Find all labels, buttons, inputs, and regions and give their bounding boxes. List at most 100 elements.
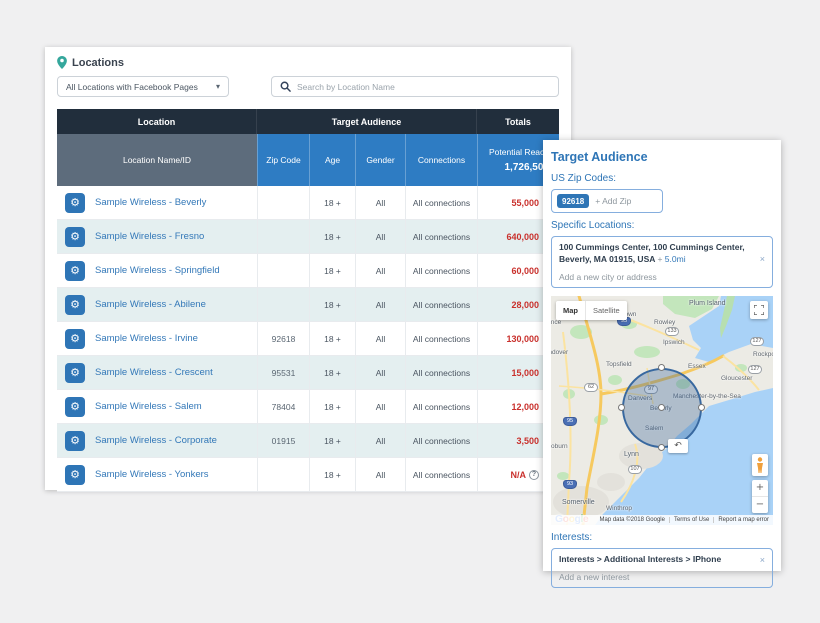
location-name-link[interactable]: Sample Wireless - Yonkers: [95, 469, 209, 480]
gear-icon: ⚙: [70, 400, 80, 413]
search-input[interactable]: [297, 82, 550, 92]
target-audience-panel: Target Audience US Zip Codes: 92618 + Ad…: [543, 140, 781, 571]
specific-locations-input[interactable]: 100 Cummings Center, 100 Cummings Center…: [551, 236, 773, 288]
table-row: ⚙Sample Wireless - Crescent 95531 18 + A…: [57, 356, 559, 390]
rotate-handle-button[interactable]: ↶: [668, 439, 688, 453]
radius-link[interactable]: 5.0mi: [665, 254, 686, 264]
add-interest-placeholder[interactable]: Add a new interest: [559, 572, 765, 582]
add-zip-placeholder[interactable]: + Add Zip: [595, 196, 631, 206]
map-canvas[interactable]: Plum Island Georgetown Rowley Ipswich To…: [551, 296, 773, 525]
group-header-location: Location: [57, 109, 257, 134]
zip-cell: 78404: [257, 390, 309, 423]
location-name-link[interactable]: Sample Wireless - Salem: [95, 401, 202, 412]
map-type-control: Map Satellite: [556, 301, 627, 320]
settings-button[interactable]: ⚙: [65, 465, 85, 485]
zoom-out-button[interactable]: −: [752, 497, 768, 513]
gender-cell: All: [355, 322, 405, 355]
settings-button[interactable]: ⚙: [65, 227, 85, 247]
report-error-link[interactable]: Report a map error: [713, 517, 773, 523]
gender-cell: All: [355, 458, 405, 491]
connections-cell: All connections: [405, 390, 477, 423]
zip-cell: 92618: [257, 322, 309, 355]
zip-codes-input[interactable]: 92618 + Add Zip: [551, 189, 663, 213]
interests-label: Interests:: [551, 532, 773, 543]
fullscreen-button[interactable]: [750, 301, 768, 319]
map-type-button[interactable]: Map: [556, 301, 585, 320]
location-filter-dropdown[interactable]: All Locations with Facebook Pages ▾: [57, 76, 229, 97]
satellite-type-button[interactable]: Satellite: [585, 301, 627, 320]
column-header-connections: Connections: [405, 134, 477, 186]
table-row: ⚙Sample Wireless - Fresno 18 + All All c…: [57, 220, 559, 254]
rotate-icon: ↶: [674, 441, 682, 451]
group-header-target-audience: Target Audience: [257, 109, 477, 134]
settings-button[interactable]: ⚙: [65, 295, 85, 315]
locations-table: Location Target Audience Totals Location…: [57, 109, 559, 492]
zip-cell: [257, 458, 309, 491]
connections-cell: All connections: [405, 288, 477, 321]
connections-cell: All connections: [405, 220, 477, 253]
table-row: ⚙Sample Wireless - Corporate 01915 18 + …: [57, 424, 559, 458]
interests-input[interactable]: Interests > Additional Interests > IPhon…: [551, 548, 773, 588]
group-header-totals: Totals: [477, 109, 559, 134]
remove-location-icon[interactable]: ×: [760, 255, 765, 264]
table-row: ⚙ Sample Wireless - Beverly 18 + All All …: [57, 186, 559, 220]
location-entry-text: 100 Cummings Center, 100 Cummings Center…: [559, 242, 745, 264]
age-cell: 18 +: [309, 458, 355, 491]
help-icon[interactable]: ?: [529, 470, 539, 480]
add-city-placeholder[interactable]: Add a new city or address: [559, 272, 765, 282]
fullscreen-icon: [754, 305, 764, 315]
settings-button[interactable]: ⚙: [65, 397, 85, 417]
zip-cell: [257, 254, 309, 287]
connections-cell: All connections: [405, 458, 477, 491]
settings-button[interactable]: ⚙: [65, 431, 85, 451]
settings-button[interactable]: ⚙: [65, 193, 85, 213]
age-cell: 18 +: [309, 356, 355, 389]
map-attribution: Map data ©2018 Google Terms of Use Repor…: [551, 515, 773, 525]
location-name-link[interactable]: Sample Wireless - Beverly: [95, 197, 206, 208]
age-cell: 18 +: [309, 186, 355, 219]
location-search-box[interactable]: [271, 76, 559, 97]
location-name-link[interactable]: Sample Wireless - Crescent: [95, 367, 213, 378]
connections-cell: All connections: [405, 356, 477, 389]
circle-handle-south[interactable]: [658, 444, 665, 451]
connections-cell: All connections: [405, 322, 477, 355]
zoom-control: + −: [752, 480, 768, 513]
location-name-link[interactable]: Sample Wireless - Irvine: [95, 333, 198, 344]
location-name-link[interactable]: Sample Wireless - Fresno: [95, 231, 204, 242]
table-row: ⚙Sample Wireless - Abilene 18 + All All …: [57, 288, 559, 322]
column-header-zip: Zip Code: [257, 134, 309, 186]
terms-link[interactable]: Terms of Use: [669, 517, 713, 523]
gender-cell: All: [355, 186, 405, 219]
zoom-in-button[interactable]: +: [752, 480, 768, 497]
location-name-link[interactable]: Sample Wireless - Abilene: [95, 299, 206, 310]
circle-center-marker[interactable]: [658, 404, 665, 411]
age-cell: 18 +: [309, 254, 355, 287]
zip-cell: [257, 220, 309, 253]
gender-cell: All: [355, 424, 405, 457]
table-row: ⚙Sample Wireless - Springfield 18 + All …: [57, 254, 559, 288]
gear-icon: ⚙: [70, 196, 80, 209]
circle-handle-north[interactable]: [658, 364, 665, 371]
location-filter-value: All Locations with Facebook Pages: [66, 82, 198, 92]
settings-button[interactable]: ⚙: [65, 261, 85, 281]
zip-codes-label: US Zip Codes:: [551, 173, 773, 184]
circle-handle-west[interactable]: [618, 404, 625, 411]
location-name-link[interactable]: Sample Wireless - Corporate: [95, 435, 217, 446]
connections-cell: All connections: [405, 186, 477, 219]
location-name-link[interactable]: Sample Wireless - Springfield: [95, 265, 220, 276]
table-row: ⚙ Sample Wireless - Yonkers 18 + All All …: [57, 458, 559, 492]
pegman-icon: [756, 457, 764, 473]
remove-interest-icon[interactable]: ×: [760, 556, 765, 565]
potential-reach-label: Potential Reach: [489, 147, 549, 157]
settings-button[interactable]: ⚙: [65, 363, 85, 383]
age-cell: 18 +: [309, 390, 355, 423]
caret-down-icon: ▾: [216, 82, 220, 91]
settings-button[interactable]: ⚙: [65, 329, 85, 349]
gender-cell: All: [355, 356, 405, 389]
location-entry: 100 Cummings Center, 100 Cummings Center…: [559, 242, 755, 266]
specific-locations-label: Specific Locations:: [551, 220, 773, 231]
age-cell: 18 +: [309, 424, 355, 457]
zip-chip[interactable]: 92618: [557, 194, 589, 208]
pegman-control[interactable]: [752, 454, 768, 476]
circle-handle-east[interactable]: [698, 404, 705, 411]
